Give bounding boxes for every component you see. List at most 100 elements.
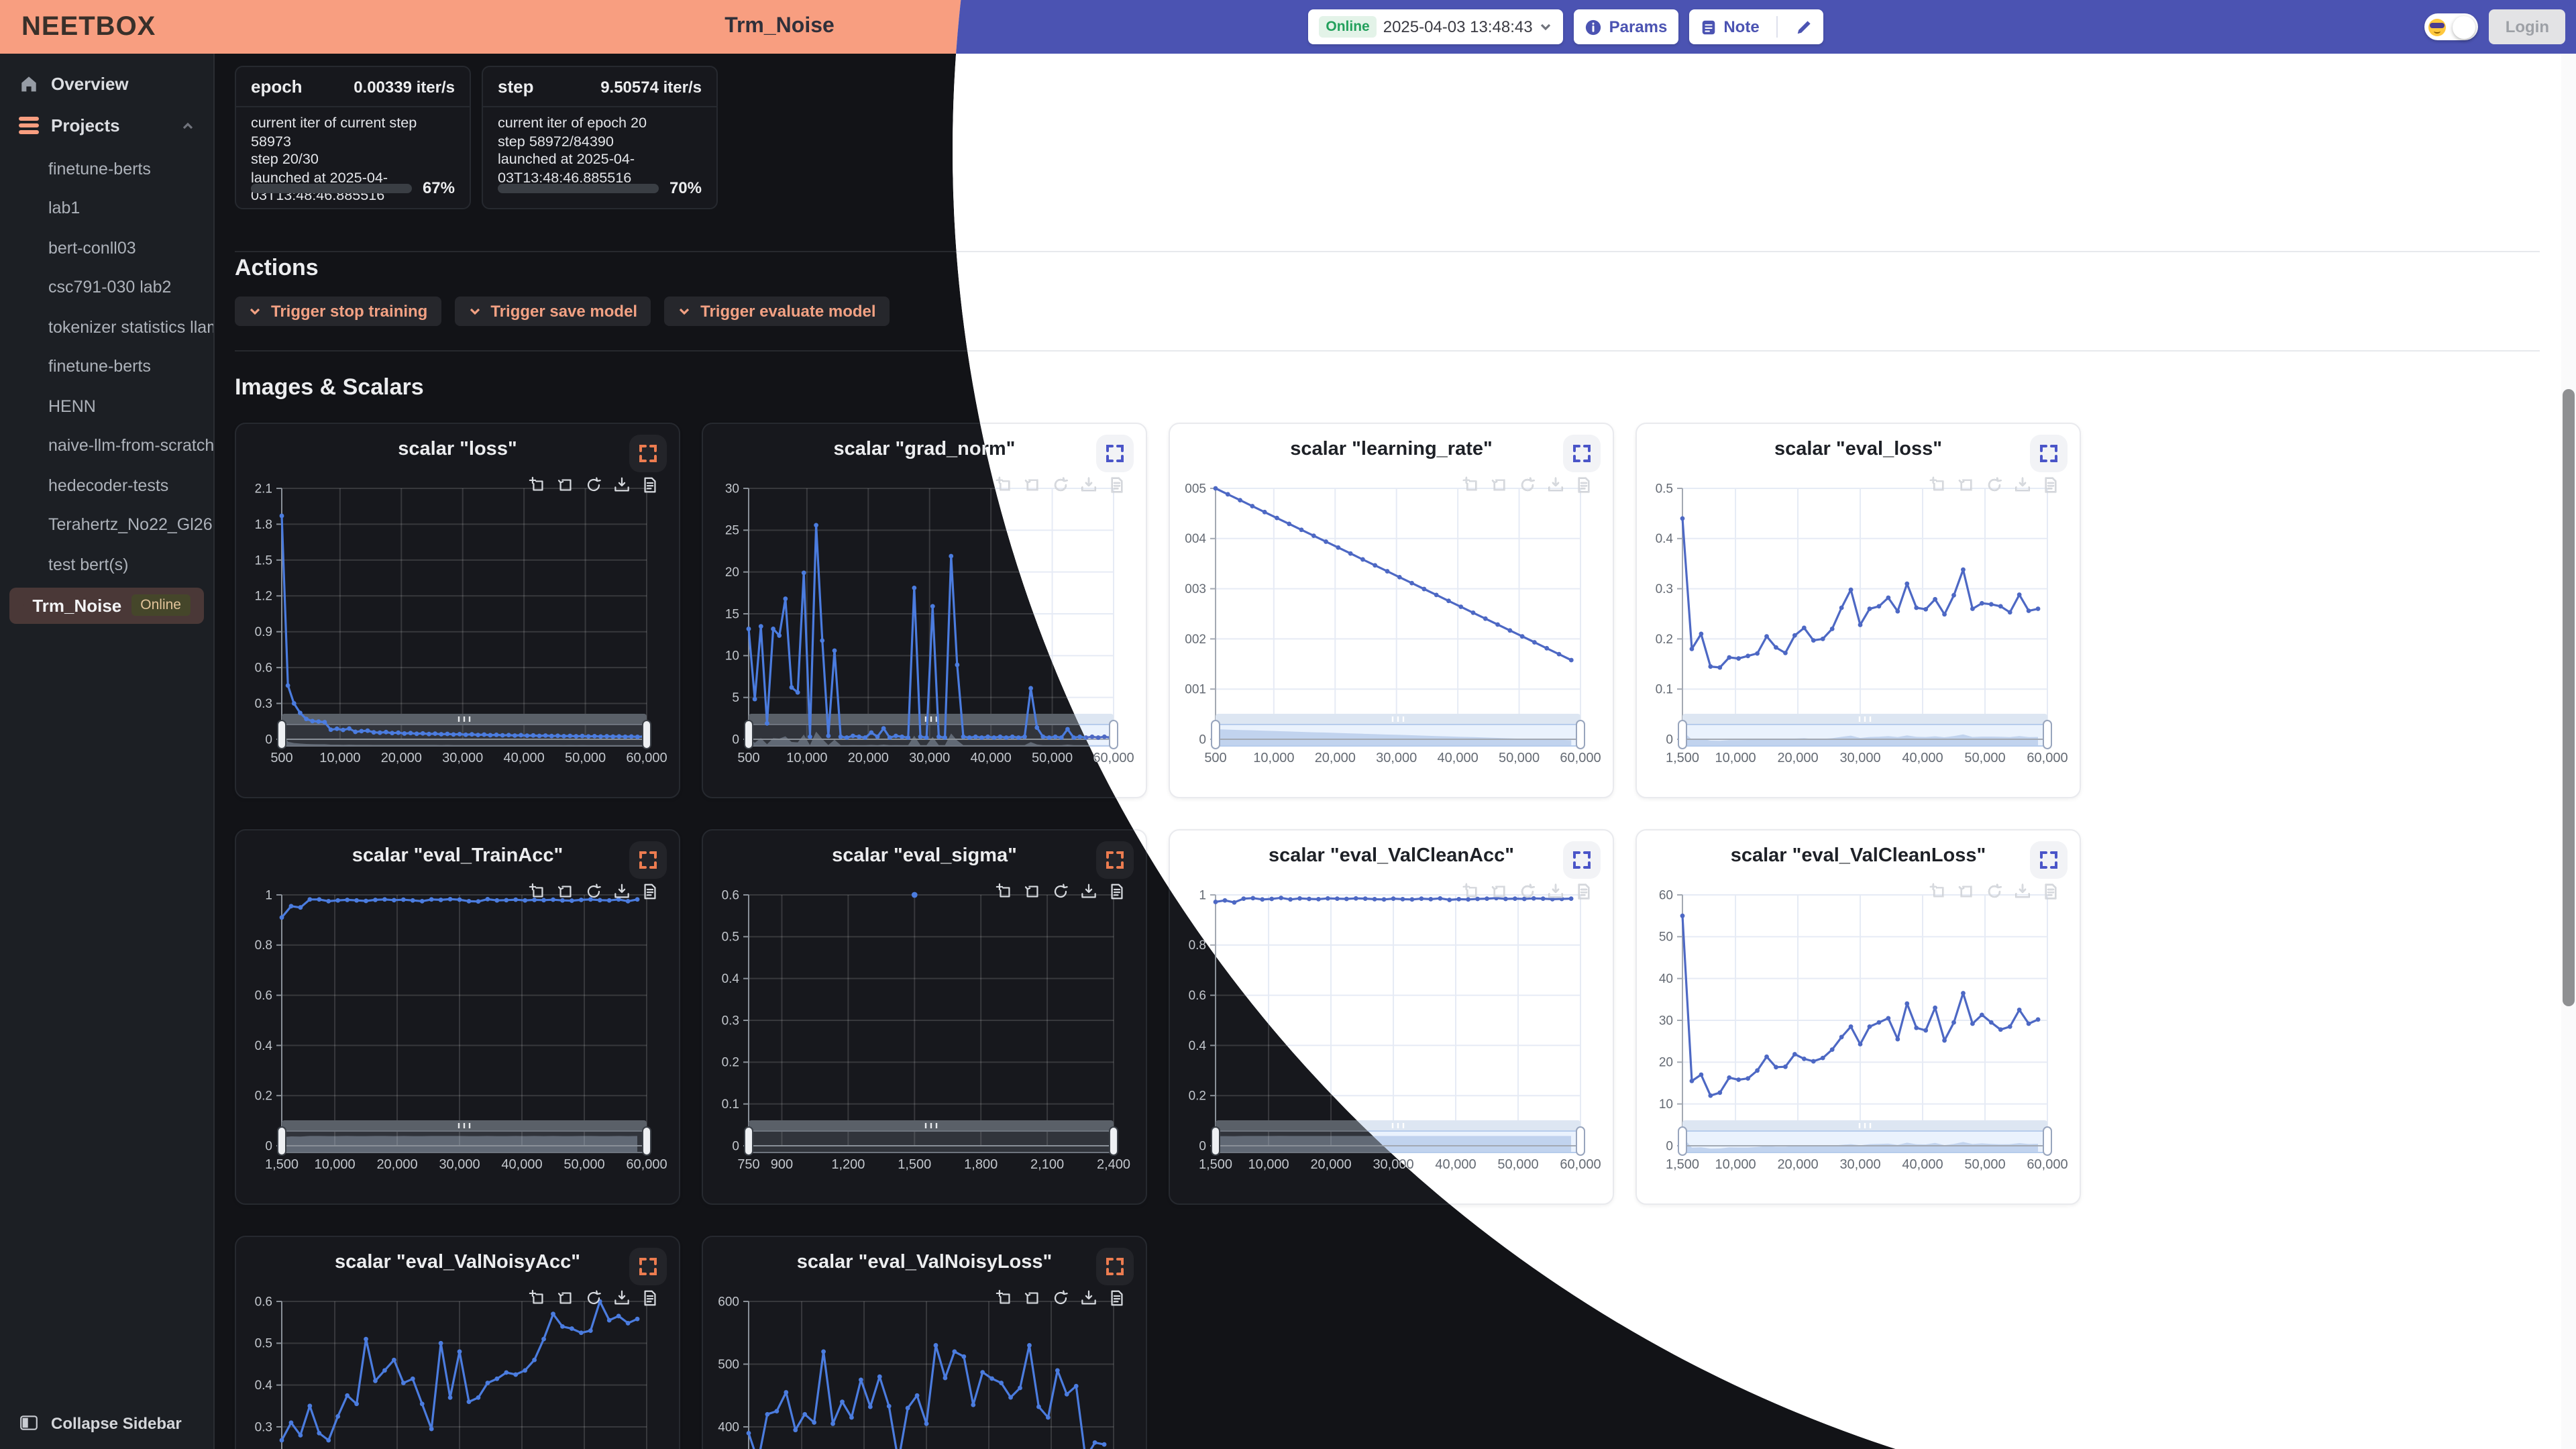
edit-button[interactable] bbox=[1785, 9, 1824, 44]
svg-text:50,000: 50,000 bbox=[1499, 751, 1540, 765]
download-icon[interactable] bbox=[2014, 883, 2031, 900]
params-button[interactable]: Params bbox=[1574, 9, 1678, 44]
log-icon[interactable] bbox=[1575, 883, 1593, 900]
log-icon[interactable] bbox=[1108, 1289, 1126, 1307]
log-icon[interactable] bbox=[2042, 883, 2059, 900]
restore-icon[interactable] bbox=[557, 883, 574, 900]
zoom-select-icon[interactable] bbox=[529, 476, 546, 494]
fullscreen-icon[interactable] bbox=[1563, 841, 1601, 879]
fullscreen-icon[interactable] bbox=[1096, 1248, 1134, 1285]
sidebar-item-project[interactable]: naive-llm-from-scratch bbox=[48, 436, 213, 455]
chart-canvas[interactable]: 0 5 10 15 20 25 30 500 10,000 20,000 30,000 40,000 5… bbox=[703, 424, 1146, 797]
note-button[interactable]: Note bbox=[1688, 9, 1770, 44]
refresh-icon[interactable] bbox=[1519, 883, 1536, 900]
restore-icon[interactable] bbox=[1957, 883, 1975, 900]
zoom-select-icon[interactable] bbox=[996, 1289, 1013, 1307]
sidebar-item-project[interactable]: csc791-030 lab2 bbox=[48, 278, 172, 297]
refresh-icon[interactable] bbox=[585, 1289, 602, 1307]
restore-icon[interactable] bbox=[1491, 476, 1508, 494]
sidebar-item-project[interactable]: lab1 bbox=[48, 199, 80, 218]
download-icon[interactable] bbox=[1080, 1289, 1097, 1307]
sidebar-item-project[interactable]: finetune-berts bbox=[48, 159, 151, 178]
log-icon[interactable] bbox=[641, 883, 659, 900]
download-icon[interactable] bbox=[613, 476, 631, 494]
fullscreen-icon[interactable] bbox=[2030, 435, 2068, 472]
restore-icon[interactable] bbox=[557, 476, 574, 494]
chart-canvas[interactable]: 0 0.3 0.6 0.9 1.2 1.5 1.8 2.1 500 10,000 20,000 30,… bbox=[236, 424, 679, 797]
chart-toolbar bbox=[529, 1289, 659, 1307]
sidebar-item-project[interactable]: test bert(s) bbox=[48, 555, 129, 574]
download-icon[interactable] bbox=[1547, 476, 1564, 494]
login-button[interactable]: Login bbox=[2489, 9, 2565, 44]
download-icon[interactable] bbox=[613, 883, 631, 900]
chart-canvas[interactable]: 2003004005006001,50010,00020,00030,00040… bbox=[703, 1237, 1146, 1449]
chart-canvas[interactable]: 00.10.20.30.40.50.61,50010,00020,00030,0… bbox=[236, 1237, 679, 1449]
refresh-icon[interactable] bbox=[1052, 476, 1069, 494]
trigger-save-model-button[interactable]: Trigger save model bbox=[454, 297, 651, 326]
fullscreen-icon[interactable] bbox=[1096, 435, 1134, 472]
download-icon[interactable] bbox=[2014, 476, 2031, 494]
fullscreen-icon[interactable] bbox=[629, 435, 667, 472]
collapse-sidebar-button[interactable]: Collapse Sidebar bbox=[19, 1413, 182, 1433]
refresh-icon[interactable] bbox=[585, 476, 602, 494]
refresh-icon[interactable] bbox=[585, 883, 602, 900]
scrollbar-thumb[interactable] bbox=[2563, 389, 2575, 1006]
zoom-select-icon[interactable] bbox=[996, 883, 1013, 900]
run-select-dropdown[interactable]: Online 2025-04-03 13:48:43 bbox=[1308, 9, 1564, 44]
download-icon[interactable] bbox=[1547, 883, 1564, 900]
scrollbar[interactable] bbox=[2561, 54, 2576, 1449]
restore-icon[interactable] bbox=[1024, 1289, 1041, 1307]
sidebar-group-projects[interactable]: Projects bbox=[0, 107, 213, 144]
fullscreen-icon[interactable] bbox=[2030, 841, 2068, 879]
zoom-select-icon[interactable] bbox=[529, 1289, 546, 1307]
log-icon[interactable] bbox=[2042, 476, 2059, 494]
app-logo[interactable]: NEETBOX bbox=[21, 12, 156, 42]
refresh-icon[interactable] bbox=[1052, 883, 1069, 900]
svg-text:60,000: 60,000 bbox=[1093, 751, 1134, 765]
theme-toggle[interactable] bbox=[2424, 13, 2479, 40]
fullscreen-icon[interactable] bbox=[1096, 841, 1134, 879]
zoom-select-icon[interactable] bbox=[529, 883, 546, 900]
zoom-select-icon[interactable] bbox=[1462, 476, 1480, 494]
sidebar-item-project[interactable]: HENN bbox=[48, 396, 96, 416]
log-icon[interactable] bbox=[1108, 476, 1126, 494]
fullscreen-icon[interactable] bbox=[629, 1248, 667, 1285]
sidebar-item-project[interactable]: bert-conll03 bbox=[48, 238, 136, 258]
refresh-icon[interactable] bbox=[1519, 476, 1536, 494]
chart-canvas[interactable]: 0 001 002 003 004 005 500 10,000 20,000 30,000 40,… bbox=[1170, 424, 1613, 797]
sidebar-item-project[interactable]: tokenizer statistics llama... bbox=[48, 317, 213, 337]
sidebar-item-overview[interactable]: Overview bbox=[0, 66, 213, 102]
restore-icon[interactable] bbox=[557, 1289, 574, 1307]
sidebar: Overview Projects finetune-berts lab1 be… bbox=[0, 54, 215, 1449]
chart-canvas[interactable]: 0 0.2 0.4 0.6 0.8 1 1,500 10,000 20,000 30,000 40,… bbox=[236, 830, 679, 1203]
fullscreen-icon[interactable] bbox=[629, 841, 667, 879]
sidebar-item-project[interactable]: hedecoder-tests bbox=[48, 476, 169, 495]
refresh-icon[interactable] bbox=[1052, 1289, 1069, 1307]
download-icon[interactable] bbox=[1080, 476, 1097, 494]
trigger-evaluate-model-button[interactable]: Trigger evaluate model bbox=[664, 297, 890, 326]
restore-icon[interactable] bbox=[1024, 883, 1041, 900]
zoom-select-icon[interactable] bbox=[1929, 476, 1947, 494]
restore-icon[interactable] bbox=[1957, 476, 1975, 494]
download-icon[interactable] bbox=[1080, 883, 1097, 900]
sidebar-item-active-project[interactable]: Trm_Noise Online bbox=[9, 587, 204, 623]
zoom-select-icon[interactable] bbox=[1462, 883, 1480, 900]
refresh-icon[interactable] bbox=[1986, 476, 2003, 494]
log-icon[interactable] bbox=[1108, 883, 1126, 900]
chart-canvas[interactable]: 0 0.1 0.2 0.3 0.4 0.5 0.6 750 900 1,200 1,500 1,800… bbox=[703, 830, 1146, 1203]
chart-canvas[interactable]: 0 0.1 0.2 0.3 0.4 0.5 1,500 10,000 20,000 30,000 4… bbox=[1637, 424, 2080, 797]
log-icon[interactable] bbox=[641, 1289, 659, 1307]
fullscreen-icon[interactable] bbox=[1563, 435, 1601, 472]
download-icon[interactable] bbox=[613, 1289, 631, 1307]
restore-icon[interactable] bbox=[1024, 476, 1041, 494]
refresh-icon[interactable] bbox=[1986, 883, 2003, 900]
chart-canvas[interactable]: 0 10 20 30 40 50 60 1,500 10,000 20,000 30,000 40,0… bbox=[1637, 830, 2080, 1203]
zoom-select-icon[interactable] bbox=[996, 476, 1013, 494]
sidebar-item-project[interactable]: finetune-berts bbox=[48, 357, 151, 376]
restore-icon[interactable] bbox=[1491, 883, 1508, 900]
trigger-stop-training-button[interactable]: Trigger stop training bbox=[235, 297, 441, 326]
sidebar-item-project[interactable]: Terahertz_No22_Gl261_gl... bbox=[48, 515, 213, 535]
zoom-select-icon[interactable] bbox=[1929, 883, 1947, 900]
log-icon[interactable] bbox=[641, 476, 659, 494]
log-icon[interactable] bbox=[1575, 476, 1593, 494]
